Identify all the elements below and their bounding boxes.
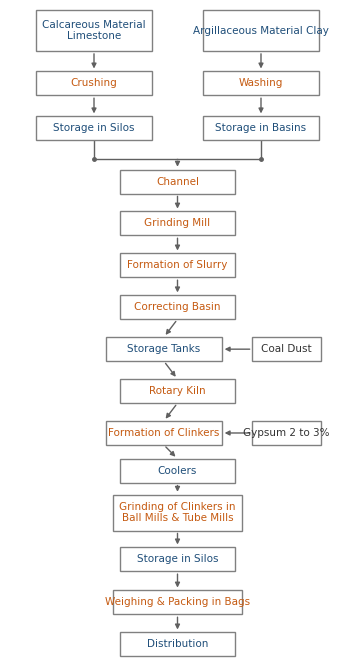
Text: Channel: Channel — [156, 177, 199, 187]
Bar — [113, 495, 242, 531]
Bar — [120, 169, 235, 194]
Text: Storage in Basins: Storage in Basins — [215, 123, 307, 133]
Bar — [120, 212, 235, 235]
Text: Coolers: Coolers — [158, 466, 197, 476]
Text: Weighing & Packing in Bags: Weighing & Packing in Bags — [105, 597, 250, 607]
Bar — [106, 337, 222, 361]
Bar — [252, 337, 321, 361]
Bar — [252, 421, 321, 445]
Bar — [203, 116, 319, 140]
Text: Crushing: Crushing — [71, 79, 118, 88]
Bar — [120, 253, 235, 278]
Bar — [203, 10, 319, 51]
Bar — [120, 459, 235, 482]
Bar — [106, 421, 222, 445]
Text: Storage in Silos: Storage in Silos — [137, 554, 218, 564]
Text: Rotary Kiln: Rotary Kiln — [149, 386, 206, 396]
Text: Formation of Clinkers: Formation of Clinkers — [108, 428, 219, 438]
Text: Distribution: Distribution — [147, 639, 208, 649]
Text: Coal Dust: Coal Dust — [261, 344, 312, 354]
Bar — [36, 71, 152, 95]
Bar — [120, 295, 235, 319]
Text: Washing: Washing — [239, 79, 283, 88]
Text: Gypsum 2 to 3%: Gypsum 2 to 3% — [243, 428, 330, 438]
Text: Correcting Basin: Correcting Basin — [134, 302, 221, 312]
Bar — [36, 10, 152, 51]
Text: Grinding of Clinkers in
Ball Mills & Tube Mills: Grinding of Clinkers in Ball Mills & Tub… — [119, 502, 236, 523]
Text: Storage Tanks: Storage Tanks — [127, 344, 201, 354]
Text: Grinding Mill: Grinding Mill — [144, 218, 211, 228]
Text: Storage in Silos: Storage in Silos — [53, 123, 135, 133]
Bar — [120, 379, 235, 403]
Bar — [120, 547, 235, 571]
Text: Calcareous Material
Limestone: Calcareous Material Limestone — [42, 20, 146, 42]
Text: Argillaceous Material Clay: Argillaceous Material Clay — [193, 26, 329, 36]
Bar — [203, 71, 319, 95]
Bar — [120, 632, 235, 657]
Bar — [113, 591, 242, 614]
Text: Formation of Slurry: Formation of Slurry — [127, 260, 228, 270]
Bar — [36, 116, 152, 140]
